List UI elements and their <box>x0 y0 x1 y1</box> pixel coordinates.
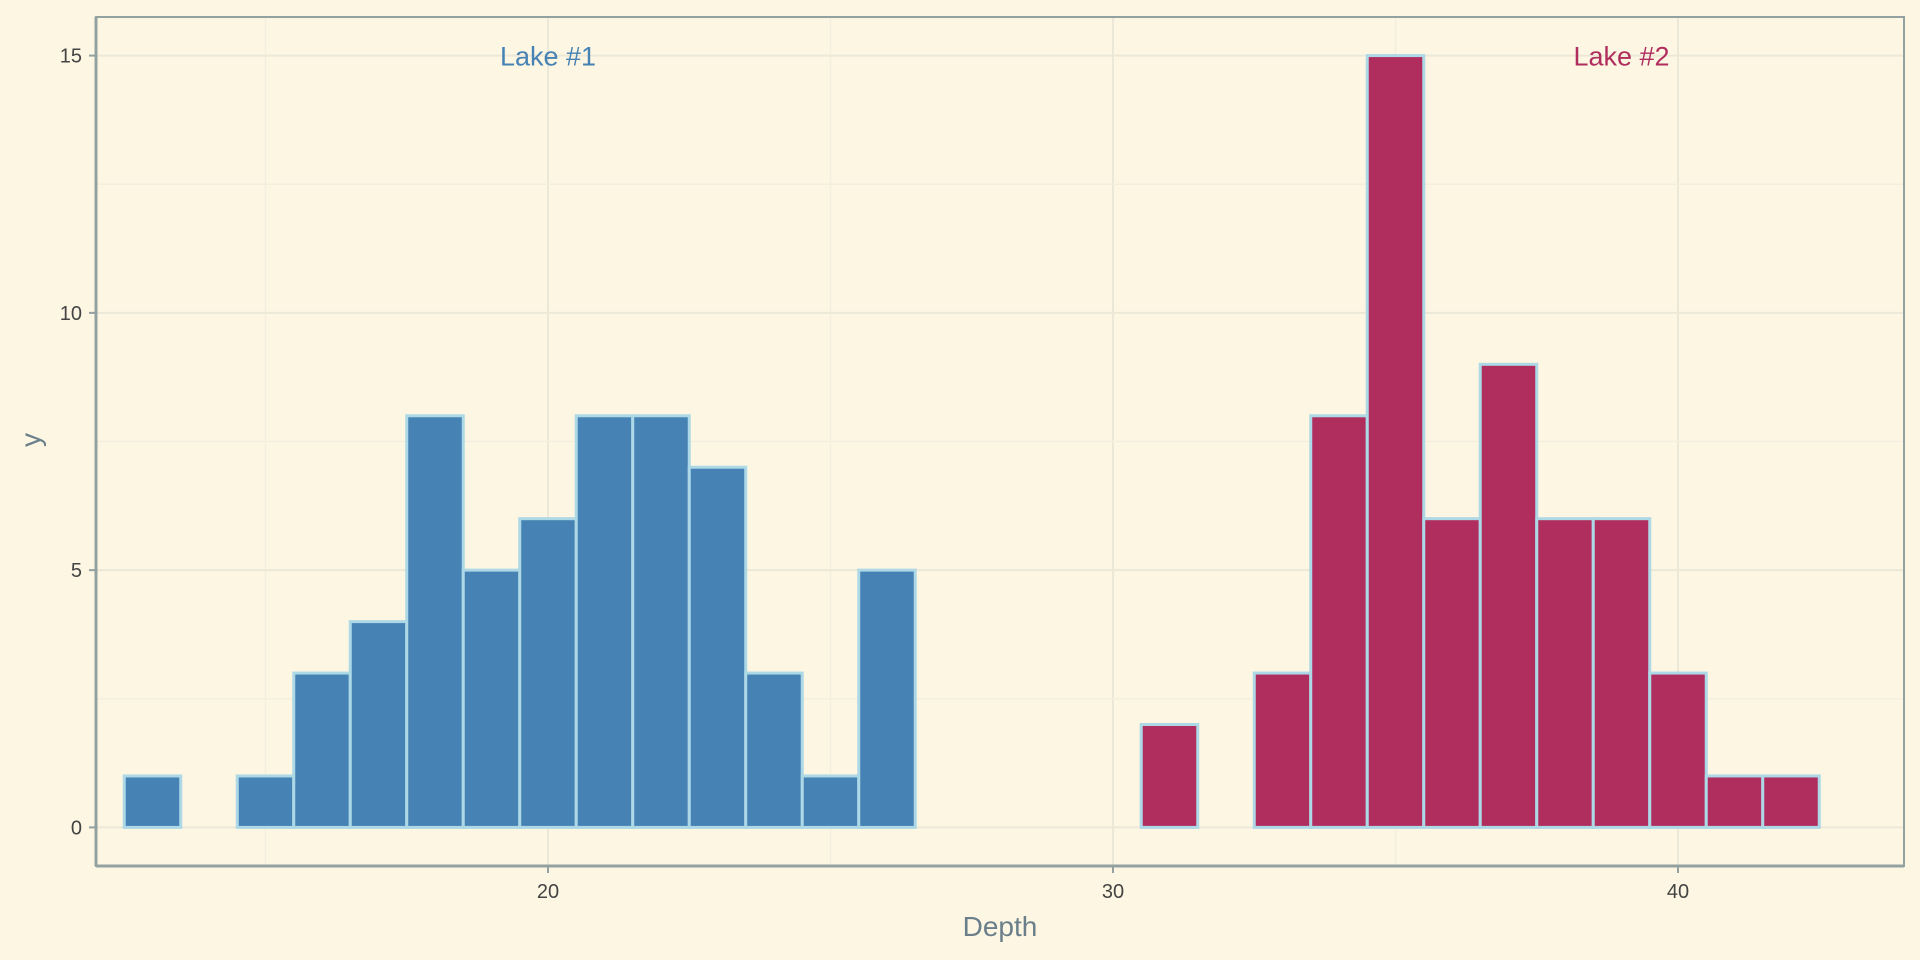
histogram-bar-1-4 <box>348 620 409 829</box>
y-tick-label: 10 <box>60 303 82 325</box>
y-tick-label: 5 <box>71 560 82 582</box>
annotation-label: Lake #2 <box>1573 42 1669 72</box>
x-axis-title: Depth <box>963 911 1038 942</box>
histogram-bar-1-2 <box>235 774 296 829</box>
histogram-bar-1-0 <box>122 774 183 829</box>
histogram-bar-2-0 <box>1139 723 1200 829</box>
histogram-bar-1-7 <box>518 517 578 829</box>
histogram-bar-2-4 <box>1365 54 1426 829</box>
histogram-bar-2-6 <box>1478 362 1539 829</box>
tick-labels: 20 30 40 0 5 10 15 <box>60 46 1689 903</box>
histogram-bar-1-10 <box>687 465 748 829</box>
y-tick-label: 0 <box>71 817 82 839</box>
histogram-bar-1-6 <box>461 568 522 829</box>
histogram-bar-2-3 <box>1309 414 1369 829</box>
histogram-bar-1-11 <box>744 671 804 829</box>
histogram-bar-1-5 <box>405 414 465 829</box>
axes <box>89 16 1905 873</box>
histogram-bar-2-10 <box>1704 774 1765 829</box>
histogram-bar-2-5 <box>1422 517 1482 829</box>
histogram-bar-1-9 <box>631 414 691 829</box>
histogram-bar-1-12 <box>800 774 861 829</box>
histogram-bar-2-11 <box>1761 774 1821 829</box>
x-tick-label: 40 <box>1667 881 1689 903</box>
y-tick-label: 15 <box>60 46 82 68</box>
histogram-bar-2-8 <box>1591 517 1652 829</box>
histogram-bar-2-9 <box>1648 671 1708 829</box>
histogram-bar-1-3 <box>292 671 352 829</box>
histogram-bar-2-2 <box>1252 671 1313 829</box>
annotation-label: Lake #1 <box>500 42 596 72</box>
histogram-bar-1-8 <box>574 414 635 829</box>
annotations: Lake #1 Lake #2 <box>500 42 1670 72</box>
histogram-bar-2-7 <box>1535 517 1595 829</box>
histogram-bars <box>122 54 1821 829</box>
y-axis-title: y <box>15 433 46 447</box>
x-tick-label: 30 <box>1102 881 1124 903</box>
x-tick-label: 20 <box>537 881 559 903</box>
histogram-bar-1-13 <box>857 568 917 829</box>
